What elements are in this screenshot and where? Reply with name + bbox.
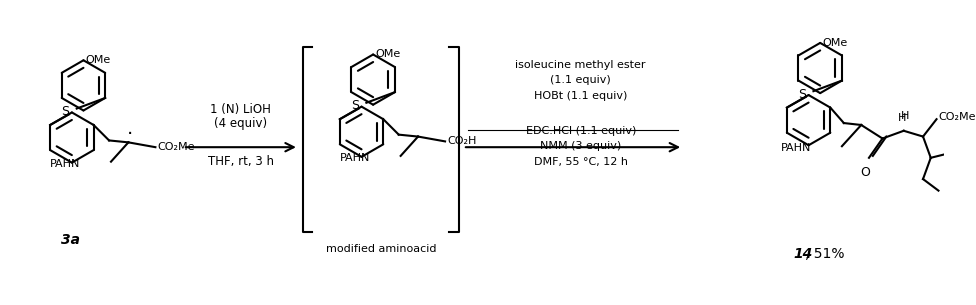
Text: 3a: 3a — [61, 233, 80, 247]
Text: 1 (N) LiOH: 1 (N) LiOH — [211, 103, 271, 116]
Text: , 51%: , 51% — [805, 247, 844, 261]
Text: THF, rt, 3 h: THF, rt, 3 h — [208, 155, 274, 168]
Text: PAHN: PAHN — [50, 159, 80, 169]
Text: (4 equiv): (4 equiv) — [215, 117, 267, 130]
Text: CO₂H: CO₂H — [447, 136, 476, 146]
Text: N: N — [904, 128, 905, 129]
Text: EDC.HCl (1.1 equiv): EDC.HCl (1.1 equiv) — [525, 126, 636, 136]
Text: ·: · — [127, 125, 134, 144]
Text: (1.1 equiv): (1.1 equiv) — [550, 75, 611, 85]
Text: PAHN: PAHN — [340, 153, 370, 163]
Text: PAHN: PAHN — [781, 143, 811, 153]
Text: OMe: OMe — [375, 49, 400, 59]
Text: H: H — [901, 111, 909, 121]
Text: 14: 14 — [793, 247, 812, 261]
Text: S: S — [61, 105, 69, 118]
Text: S: S — [350, 99, 359, 112]
Text: DMF, 55 °C, 12 h: DMF, 55 °C, 12 h — [534, 156, 628, 167]
Text: isoleucine methyl ester: isoleucine methyl ester — [515, 60, 646, 70]
Text: CO₂Me: CO₂Me — [157, 142, 195, 152]
Text: CO₂Me: CO₂Me — [939, 112, 976, 122]
Text: OMe: OMe — [85, 55, 110, 65]
Text: NMM (3 equiv): NMM (3 equiv) — [540, 141, 622, 151]
Text: OMe: OMe — [822, 38, 847, 48]
Text: HOBt (1.1 equiv): HOBt (1.1 equiv) — [534, 91, 628, 101]
Text: modified aminoacid: modified aminoacid — [326, 244, 436, 254]
Text: O: O — [860, 166, 870, 178]
Text: S: S — [797, 88, 806, 101]
Text: H: H — [898, 113, 906, 123]
